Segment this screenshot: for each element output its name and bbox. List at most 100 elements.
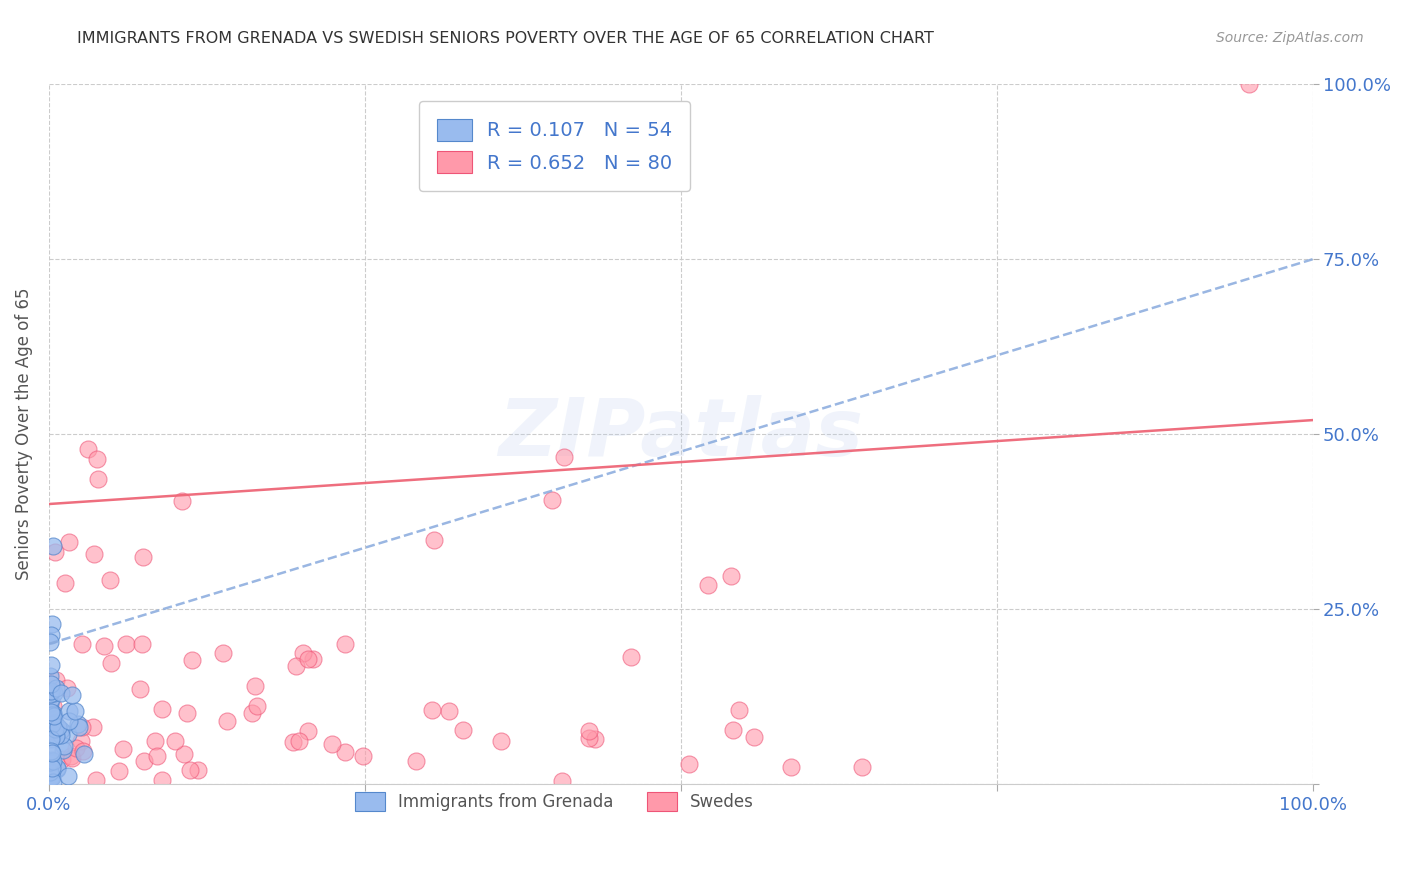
Point (58, 714, 80, 728)
Point (420, 703, 443, 717)
Point (42, 539, 65, 553)
Point (82, 720, 104, 734)
Point (283, 735, 305, 749)
Point (302, 652, 325, 666)
Point (39, 676, 62, 690)
Point (53, 739, 76, 754)
Point (39, 691, 62, 706)
Point (352, 748, 374, 763)
Point (678, 757, 700, 772)
Point (333, 745, 356, 759)
Point (42, 699, 65, 714)
Y-axis label: Seniors Poverty Over the Age of 65: Seniors Poverty Over the Age of 65 (15, 288, 32, 581)
Point (583, 731, 606, 746)
Point (45, 673, 67, 688)
Point (39, 706, 62, 720)
Point (66, 716, 89, 731)
Point (67, 721, 90, 735)
Point (742, 730, 765, 744)
Point (170, 494, 193, 508)
Point (297, 651, 319, 665)
Point (39, 687, 62, 701)
Text: IMMIGRANTS FROM GRENADA VS SWEDISH SENIORS POVERTY OVER THE AGE OF 65 CORRELATIO: IMMIGRANTS FROM GRENADA VS SWEDISH SENIO… (77, 31, 934, 46)
Point (38, 635, 60, 649)
Point (180, 653, 202, 667)
Point (76, 442, 98, 456)
Point (41, 707, 63, 722)
Point (115, 637, 138, 651)
Point (41, 746, 63, 760)
Point (405, 754, 427, 768)
Point (179, 763, 201, 777)
Point (720, 569, 742, 583)
Point (44, 723, 66, 737)
Point (93, 639, 115, 653)
Point (41, 628, 63, 642)
Point (59, 749, 82, 764)
Point (45, 729, 67, 743)
Point (83, 547, 105, 561)
Point (55, 681, 77, 695)
Point (39, 684, 62, 698)
Point (173, 747, 195, 761)
Point (100, 656, 122, 670)
Point (291, 646, 314, 660)
Point (321, 737, 343, 751)
Point (58, 769, 80, 783)
Point (243, 680, 266, 694)
Point (44, 709, 66, 723)
Point (39, 764, 62, 779)
Point (211, 646, 233, 660)
Point (44, 545, 66, 559)
Text: Source: ZipAtlas.com: Source: ZipAtlas.com (1216, 31, 1364, 45)
Text: ZIPatlas: ZIPatlas (498, 395, 863, 473)
Point (49, 729, 72, 743)
Point (423, 533, 446, 548)
Point (60, 751, 83, 765)
Point (42, 706, 65, 720)
Point (41, 708, 63, 723)
Point (42, 728, 65, 742)
Point (38, 723, 60, 737)
Point (58, 726, 80, 740)
Point (49, 686, 72, 700)
Point (39, 770, 62, 784)
Point (49, 723, 72, 737)
Point (70, 721, 93, 735)
Point (41, 731, 63, 746)
Point (150, 702, 173, 716)
Point (65, 741, 87, 756)
Point (49, 726, 72, 740)
Point (578, 723, 600, 738)
Legend: Immigrants from Grenada, Swedes: Immigrants from Grenada, Swedes (342, 779, 768, 824)
Point (721, 723, 744, 738)
Point (541, 493, 564, 508)
Point (41, 753, 63, 767)
Point (51, 752, 73, 766)
Point (578, 731, 600, 745)
Point (451, 723, 474, 737)
Point (58, 535, 80, 549)
Point (284, 658, 307, 673)
Point (86, 452, 108, 467)
Point (38, 755, 60, 769)
Point (38, 696, 60, 710)
Point (240, 706, 263, 720)
Point (246, 699, 269, 714)
Point (86, 472, 108, 486)
Point (551, 774, 574, 789)
Point (780, 760, 803, 774)
Point (131, 549, 153, 564)
Point (51, 742, 73, 756)
Point (60, 688, 83, 702)
Point (129, 682, 152, 697)
Point (70, 637, 93, 651)
Point (187, 764, 209, 778)
Point (131, 637, 153, 651)
Point (288, 734, 311, 748)
Point (851, 760, 873, 774)
Point (696, 578, 718, 592)
Point (215, 714, 238, 729)
Point (42, 724, 65, 739)
Point (84, 772, 107, 787)
